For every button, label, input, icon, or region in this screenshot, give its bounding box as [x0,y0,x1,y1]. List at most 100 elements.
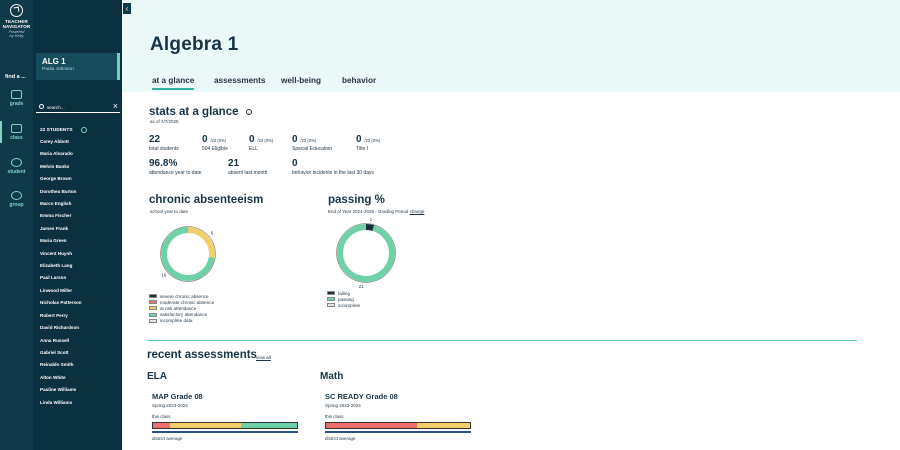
this-class-label-math: this class [325,414,344,419]
collapse-sidebar-button[interactable]: ‹ [123,3,131,14]
student-list-item[interactable]: Linwood Miller [40,287,73,293]
legend-item: satisfactory attendance [149,312,214,318]
info-icon[interactable]: i [246,109,252,115]
nav-grade[interactable]: grade [0,90,33,107]
student-list-item[interactable]: Emma Fischer [40,213,72,219]
legend-swatch [327,303,335,308]
nav-class-label: class [10,135,23,141]
recent-assessments-heading: recent assessments [147,349,257,361]
bar-segment[interactable] [153,423,171,428]
student-list-item[interactable]: Robert Perry [40,312,68,318]
assessment-bar-math [325,422,471,429]
headset-icon[interactable] [81,127,87,133]
donut-slice-at-risk-attendance[interactable] [187,227,215,258]
nav-group[interactable]: group [0,191,33,208]
student-list-item[interactable]: James Frank [40,225,69,231]
brand-logo[interactable]: TEACHER NAVIGATOR Powered by Kelly [0,4,33,39]
stat-special-education: 0 /22 (0%) Special Education [292,134,332,152]
legend-swatch [327,297,335,302]
student-list-item[interactable]: Anna Russell [40,337,70,343]
tab-assessments[interactable]: assessments [214,76,266,85]
stat-fraction: /22 (0%) [364,138,381,143]
student-list-item[interactable]: Gabriel Scott [40,349,69,355]
stat-504: 0 /22 (0%) 504 Eligible [202,134,228,152]
legend-swatch [327,291,335,296]
student-list-item[interactable]: Paul Larson [40,275,67,281]
legend-label: satisfactory attendance [160,312,208,318]
stat-label: total students [149,146,179,152]
student-list-item[interactable]: Pauline Williams [40,387,77,393]
student-list-item[interactable]: Corey Abbott [40,139,69,144]
student-list-item[interactable]: George Brown [40,176,72,182]
bar-segment[interactable] [240,423,297,428]
tab-at-a-glance[interactable]: at a glance [152,76,195,90]
student-list-item[interactable]: David Richardson [40,325,80,331]
student-list-item[interactable]: Linda Williams [40,399,73,405]
donut-slice-failing[interactable] [365,224,375,231]
app-nav-rail: TEACHER NAVIGATOR Powered by Kelly find … [0,0,33,450]
stat-label: ELL [249,146,258,152]
stat-value: 0 [292,158,298,169]
assessment-title-ela[interactable]: MAP Grade 08 [152,392,203,401]
stats-heading: stats at a glance [149,106,239,118]
nav-grade-label: grade [9,101,24,107]
stat-fraction: /22 (0%) [300,138,317,143]
stat-value: 21 [228,158,240,169]
subject-ela: ELA [147,371,167,382]
absenteeism-legend: severe chronic absence moderate chronic a… [149,293,214,324]
student-list-item[interactable]: Vincent Huynh [40,250,73,256]
donut-slice-satisfactory-attendance[interactable] [161,227,215,281]
student-list-item[interactable]: Alton White [40,374,66,380]
view-all-link[interactable]: view all [256,355,271,360]
student-list-item[interactable]: Elizabeth Lang [40,263,73,269]
passing-sub: End of Year 2024-2025 - Grading Period c… [328,209,424,214]
nav-student[interactable]: student [0,158,33,175]
nav-class[interactable]: class [0,121,33,143]
change-period-link[interactable]: change [409,209,425,214]
stat-label: behavior incidents in the last 30 days [292,170,374,176]
group-icon [11,191,22,200]
legend-swatch [149,306,157,311]
student-list-item[interactable]: Reinaldo Smith [40,362,74,368]
legend-item: at risk attendance [149,305,214,311]
donut-value-label: 16 [161,272,167,277]
mortarboard-icon [11,90,22,99]
student-list-item[interactable]: Dorothea Burton [40,188,77,194]
student-list: Corey Abbott Maria Alvarado Melvin Banks Ge… [40,139,82,412]
legend-item: passing [327,296,360,302]
class-icon [11,124,22,133]
search-icon [39,104,44,109]
legend-swatch [149,312,157,317]
stat-label: absent last month [228,170,268,176]
tab-behavior[interactable]: behavior [342,76,377,85]
bar-segment[interactable] [170,423,241,428]
assessment-bar-ela [152,422,298,429]
stat-label: Special Education [292,146,333,152]
donut-value-label: 21 [359,284,365,288]
stat-title-i: 0 /22 (0%) Title I [356,134,380,152]
assessment-title-math[interactable]: SC READY Grade 08 [325,392,398,401]
stat-value: 22 [149,134,161,145]
find-label[interactable]: find a ... [5,74,26,80]
student-list-item[interactable]: Maria Alvarado [40,151,73,157]
nav-student-label: student [7,169,26,175]
absenteeism-sub: school year to date [150,209,189,214]
legend-item: severe chronic absence [149,293,214,299]
student-count: 22 STUDENTS [40,128,73,133]
clear-search-icon[interactable]: × [112,101,118,111]
selected-class-card[interactable]: ALG 1 Paula Johnson [36,53,120,80]
student-list-item[interactable]: Nicholas Patterson [40,300,82,306]
nav-group-label: group [9,202,24,208]
search-input[interactable] [47,103,107,111]
bar-segment[interactable] [326,423,417,428]
student-list-item[interactable]: Maria Green [40,238,67,244]
student-list-item[interactable]: Melvin Banks [40,163,70,169]
brand-name-line2: NAVIGATOR [2,24,31,30]
donut-outline [336,223,396,283]
tab-well-being[interactable]: well-being [281,76,322,85]
passing-heading: passing % [328,194,385,206]
stat-label: attendance year to date [149,170,202,176]
student-list-item[interactable]: Marco English [40,201,72,207]
donut-slice-passing[interactable] [337,224,395,282]
bar-segment[interactable] [416,423,470,428]
